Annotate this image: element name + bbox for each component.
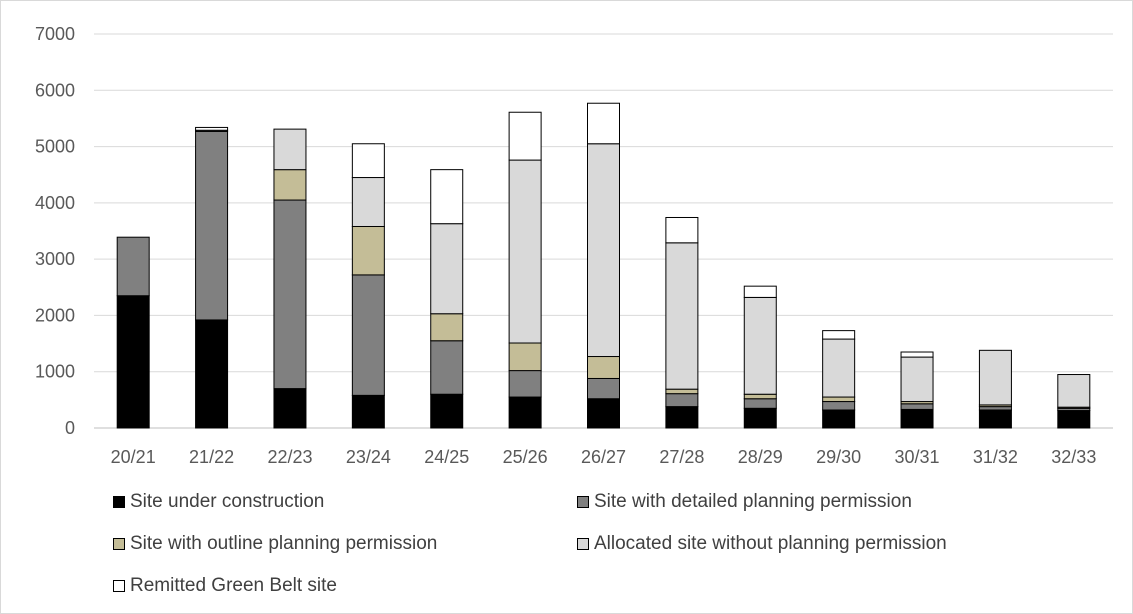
bar-segment [587,102,620,145]
bar-segment [900,408,934,429]
bar-segment [430,340,464,395]
bar-segment [665,216,699,244]
x-axis-ticks: 20/21 21/22 22/23 23/24 24/25 25/26 26/27 27/28… [111,447,1097,467]
y-axis-ticks: 0 1000 2000 3000 4000 5000 6000 7000 [35,24,75,438]
stacked-bar-chart: 0 1000 2000 3000 4000 5000 6000 7000 20/21 21/22… [35,24,1113,467]
x-tick-label: 31/32 [973,447,1018,467]
bar-segment [743,407,777,429]
bars [116,102,1091,429]
y-tick-label: 0 [65,418,75,438]
legend-swatch [113,496,125,508]
legend-swatch [113,538,125,550]
bar-segment [743,285,777,298]
bar-segment [273,388,307,429]
bar-segment [195,319,229,429]
bar-segment [587,377,620,400]
bar-segment [900,351,934,358]
bar-segment [508,396,542,429]
bar-segment [116,236,150,297]
legend-label: Site with detailed planning permission [594,491,912,512]
bar-segment [430,223,464,315]
x-tick-label: 23/24 [346,447,391,467]
bar-segment [822,330,856,340]
bar-segment [508,342,542,372]
bar-segment [822,396,856,403]
legend-swatch [577,538,589,550]
legend-item: Site with outline planning permission [113,533,437,555]
x-tick-label: 25/26 [503,447,548,467]
bar-segment [743,393,777,400]
bar-segment [508,111,542,161]
x-tick-label: 24/25 [424,447,469,467]
bar-segment [743,296,777,395]
bar-segment [508,159,542,344]
legend-item: Site under construction [113,491,324,513]
bar-segment [587,143,620,358]
bar-segment [665,393,699,408]
legend-item: Remitted Green Belt site [113,575,337,597]
bar-segment [665,242,699,390]
bar-segment [430,169,464,225]
x-tick-label: 22/23 [267,447,312,467]
legend-label: Allocated site without planning permissi… [594,533,947,554]
bar-segment [508,370,542,398]
x-tick-label: 21/22 [189,447,234,467]
legend-swatch [577,496,589,508]
bar-segment [351,394,385,429]
y-tick-label: 1000 [35,362,75,382]
bar-segment [273,128,307,171]
bar-segment [430,313,464,342]
bar-segment [1057,410,1091,429]
bar-segment [978,349,1012,406]
bar-segment [822,338,856,398]
x-tick-label: 32/33 [1051,447,1096,467]
x-tick-label: 28/29 [738,447,783,467]
x-tick-label: 30/31 [895,447,940,467]
bar-segment [587,356,620,379]
bar-segment [351,274,385,396]
bar-segment [273,199,307,390]
bar-segment [195,126,229,131]
bar-segment [822,409,856,429]
x-tick-label: 27/28 [659,447,704,467]
bar-segment [665,388,699,395]
bar-segment [351,143,385,179]
y-tick-label: 7000 [35,24,75,44]
x-tick-label: 29/30 [816,447,861,467]
x-tick-label: 26/27 [581,447,626,467]
bar-segment [195,130,229,321]
y-tick-label: 3000 [35,249,75,269]
y-tick-label: 4000 [35,193,75,213]
bar-segment [978,406,1012,411]
bar-segment [665,406,699,429]
legend-label: Site under construction [130,491,325,512]
y-tick-label: 2000 [35,305,75,325]
legend-item: Allocated site without planning permissi… [577,533,947,555]
bar-segment [743,398,777,409]
bar-segment [587,398,620,429]
bar-segment [273,169,307,201]
bar-segment [430,393,464,429]
y-tick-label: 6000 [35,80,75,100]
y-tick-label: 5000 [35,137,75,157]
legend-label: Site with outline planning permission [130,533,438,554]
legend-item: Site with detailed planning permission [577,491,912,513]
x-tick-label: 20/21 [111,447,156,467]
bar-segment [900,356,934,403]
bar-segment [1057,374,1091,408]
bar-segment [978,409,1012,429]
legend-label: Remitted Green Belt site [130,575,337,596]
bar-segment [351,225,385,276]
bar-segment [351,177,385,227]
bar-segment [822,401,856,411]
legend-swatch [113,580,125,592]
bar-segment [900,403,934,410]
bar-segment [116,295,150,429]
